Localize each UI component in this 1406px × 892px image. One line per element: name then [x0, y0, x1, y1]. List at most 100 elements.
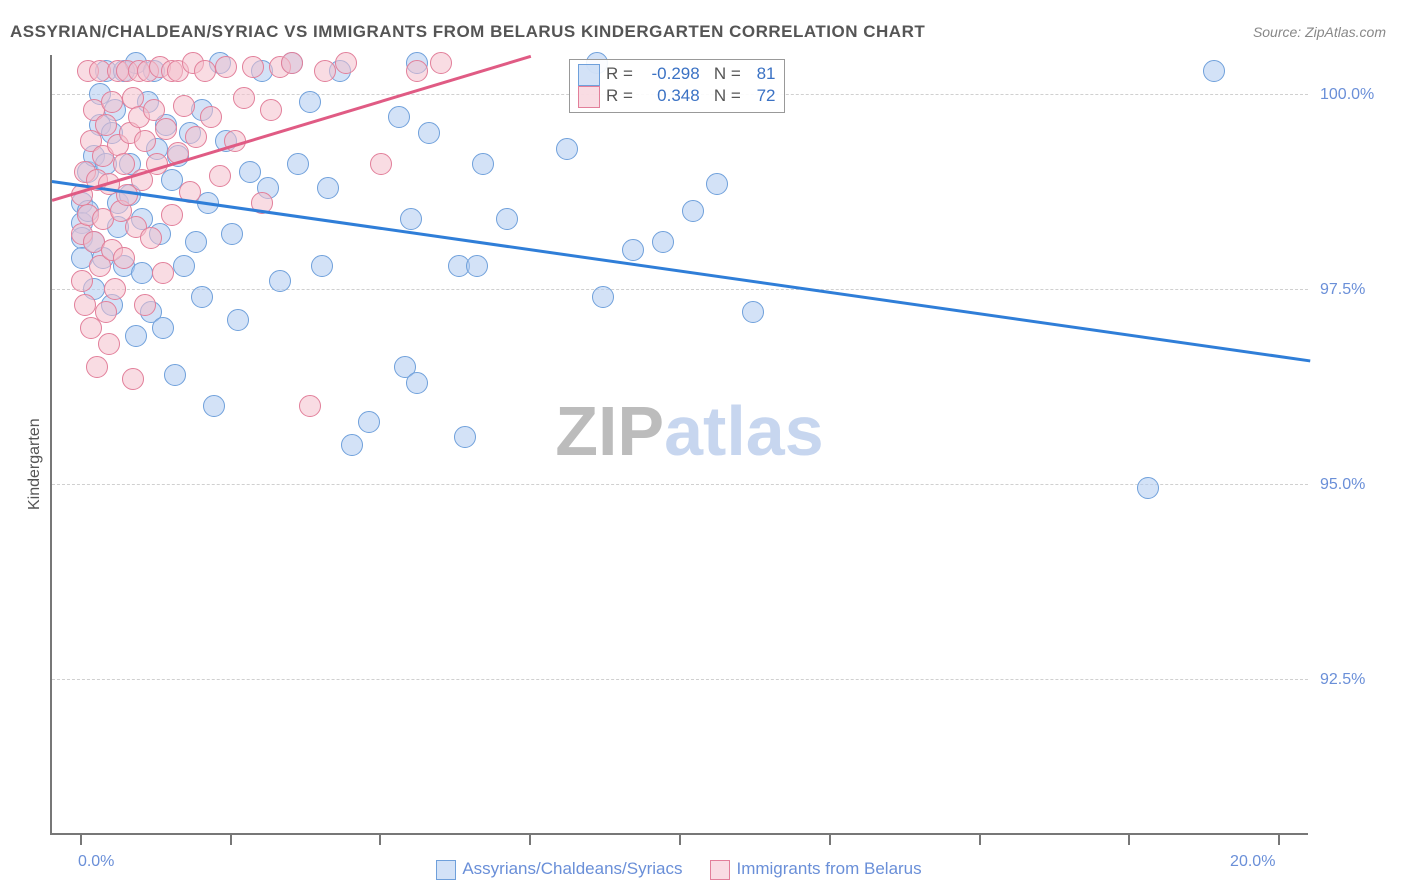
data-point-blue: [125, 325, 147, 347]
legend-item-pink: Immigrants from Belarus: [710, 859, 921, 880]
data-point-blue: [400, 208, 422, 230]
data-point-pink: [104, 278, 126, 300]
data-point-blue: [311, 255, 333, 277]
data-point-blue: [152, 317, 174, 339]
data-point-pink: [335, 52, 357, 74]
data-point-pink: [134, 130, 156, 152]
x-tick-mark: [1128, 835, 1130, 845]
data-point-blue: [239, 161, 261, 183]
gridline: [52, 484, 1308, 485]
data-point-pink: [143, 99, 165, 121]
gridline: [52, 289, 1308, 290]
data-point-pink: [200, 106, 222, 128]
chart-title: ASSYRIAN/CHALDEAN/SYRIAC VS IMMIGRANTS F…: [10, 22, 925, 42]
data-point-blue: [652, 231, 674, 253]
data-point-pink: [152, 262, 174, 284]
data-point-blue: [466, 255, 488, 277]
x-tick-mark: [230, 835, 232, 845]
plot-area: ZIPatlas R = -0.298 N = 81R = 0.348 N = …: [50, 55, 1308, 835]
data-point-blue: [131, 262, 153, 284]
data-point-blue: [454, 426, 476, 448]
data-point-blue: [173, 255, 195, 277]
data-point-pink: [95, 114, 117, 136]
data-point-pink: [98, 333, 120, 355]
data-point-pink: [155, 118, 177, 140]
data-point-blue: [622, 239, 644, 261]
data-point-pink: [86, 356, 108, 378]
data-point-pink: [281, 52, 303, 74]
data-point-pink: [173, 95, 195, 117]
source-label: Source: ZipAtlas.com: [1253, 24, 1386, 40]
data-point-blue: [406, 372, 428, 394]
data-point-pink: [113, 153, 135, 175]
y-tick-label: 95.0%: [1320, 476, 1365, 494]
data-point-blue: [556, 138, 578, 160]
data-point-blue: [418, 122, 440, 144]
data-point-blue: [287, 153, 309, 175]
watermark-zip: ZIP: [555, 392, 664, 470]
x-tick-mark: [1278, 835, 1280, 845]
legend-swatch-blue: [436, 860, 456, 880]
data-point-pink: [71, 270, 93, 292]
legend-item-blue: Assyrians/Chaldeans/Syriacs: [436, 859, 682, 880]
data-point-pink: [95, 301, 117, 323]
data-point-blue: [496, 208, 518, 230]
data-point-blue: [706, 173, 728, 195]
data-point-pink: [194, 60, 216, 82]
x-tick-mark: [679, 835, 681, 845]
data-point-pink: [74, 294, 96, 316]
data-point-blue: [299, 91, 321, 113]
legend-label-pink: Immigrants from Belarus: [736, 859, 921, 878]
stat-row-blue: R = -0.298 N = 81: [578, 64, 775, 86]
data-point-pink: [242, 56, 264, 78]
data-point-pink: [430, 52, 452, 74]
data-point-pink: [406, 60, 428, 82]
y-axis-label: Kindergarten: [26, 418, 44, 510]
y-tick-label: 100.0%: [1320, 86, 1374, 104]
data-point-blue: [317, 177, 339, 199]
data-point-blue: [191, 286, 213, 308]
data-point-pink: [161, 204, 183, 226]
data-point-blue: [472, 153, 494, 175]
data-point-pink: [370, 153, 392, 175]
legend-swatch-pink: [710, 860, 730, 880]
data-point-blue: [269, 270, 291, 292]
data-point-pink: [185, 126, 207, 148]
x-tick-mark: [979, 835, 981, 845]
y-tick-label: 97.5%: [1320, 281, 1365, 299]
data-point-pink: [113, 247, 135, 269]
data-point-blue: [203, 395, 225, 417]
data-point-pink: [122, 368, 144, 390]
x-tick-mark: [80, 835, 82, 845]
data-point-pink: [134, 294, 156, 316]
y-tick-label: 92.5%: [1320, 671, 1365, 689]
data-point-pink: [299, 395, 321, 417]
x-tick-mark: [829, 835, 831, 845]
data-point-blue: [682, 200, 704, 222]
trend-line-blue: [52, 180, 1310, 362]
data-point-blue: [341, 434, 363, 456]
data-point-blue: [388, 106, 410, 128]
swatch-blue: [578, 64, 600, 86]
data-point-blue: [1137, 477, 1159, 499]
data-point-blue: [164, 364, 186, 386]
data-point-blue: [358, 411, 380, 433]
data-point-pink: [314, 60, 336, 82]
x-tick-mark: [529, 835, 531, 845]
watermark: ZIPatlas: [555, 391, 823, 471]
data-point-blue: [1203, 60, 1225, 82]
data-point-pink: [140, 227, 162, 249]
data-point-pink: [233, 87, 255, 109]
stat-row-pink: R = 0.348 N = 72: [578, 86, 775, 108]
legend-label-blue: Assyrians/Chaldeans/Syriacs: [462, 859, 682, 878]
gridline: [52, 679, 1308, 680]
data-point-blue: [592, 286, 614, 308]
data-point-blue: [185, 231, 207, 253]
legend-bottom: Assyrians/Chaldeans/Syriacs Immigrants fr…: [50, 859, 1308, 880]
stat-box: R = -0.298 N = 81R = 0.348 N = 72: [569, 59, 784, 113]
data-point-pink: [260, 99, 282, 121]
data-point-pink: [215, 56, 237, 78]
data-point-blue: [221, 223, 243, 245]
data-point-blue: [227, 309, 249, 331]
data-point-pink: [101, 91, 123, 113]
